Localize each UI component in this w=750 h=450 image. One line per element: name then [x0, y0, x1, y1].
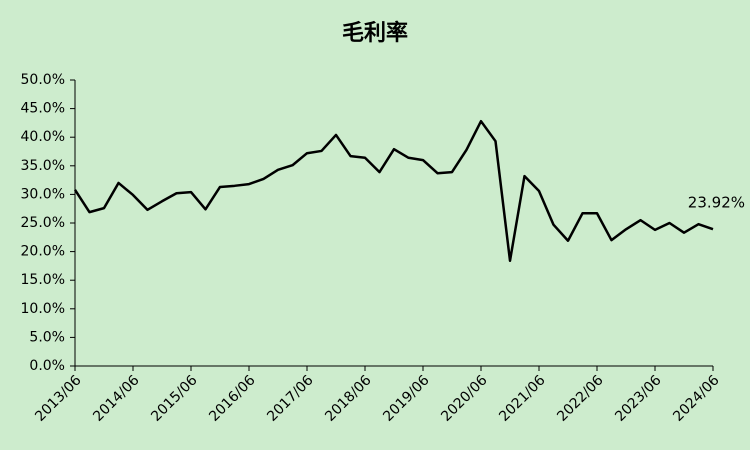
y-tick-label: 5.0%	[29, 329, 65, 345]
chart-title: 毛利率	[342, 20, 408, 46]
y-tick-label: 45.0%	[21, 101, 65, 117]
y-tick-label: 35.0%	[21, 158, 65, 174]
y-tick-label: 50.0%	[21, 72, 65, 88]
line	[73, 119, 714, 263]
y-tick-label: 25.0%	[21, 215, 65, 231]
value-label: 23.92%	[688, 194, 745, 212]
y-tick-label: 0.0%	[29, 358, 65, 374]
y-tick-label: 20.0%	[21, 244, 65, 260]
y-tick-label: 40.0%	[21, 129, 65, 145]
y-tick-label: 10.0%	[21, 301, 65, 317]
y-tick-label: 15.0%	[21, 272, 65, 288]
y-tick-label: 30.0%	[21, 186, 65, 202]
